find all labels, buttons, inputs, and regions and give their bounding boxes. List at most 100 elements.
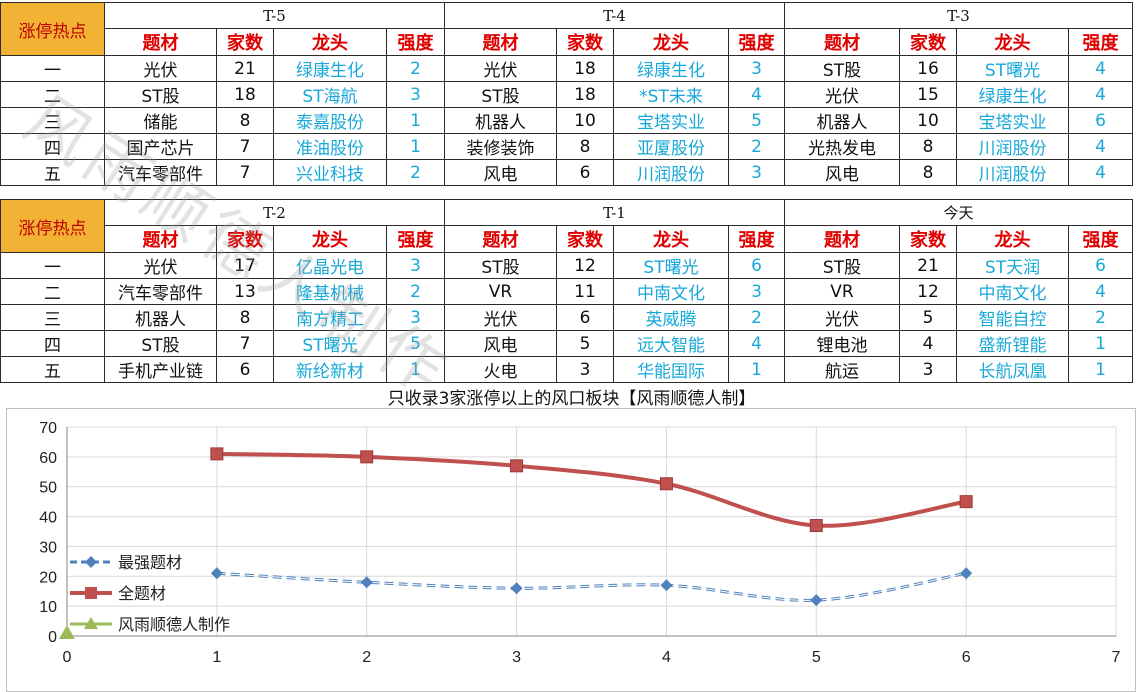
leader-cell[interactable]: 南方精工: [273, 304, 387, 331]
strength-cell[interactable]: 6: [1068, 107, 1133, 134]
strength-cell[interactable]: 1: [728, 356, 785, 383]
count-cell[interactable]: 11: [556, 278, 614, 305]
strength-cell[interactable]: 4: [1068, 55, 1133, 82]
topic-cell[interactable]: 光伏: [784, 81, 900, 108]
leader-cell[interactable]: 中南文化: [613, 278, 729, 305]
leader-cell[interactable]: 亚厦股份: [613, 133, 729, 160]
count-cell[interactable]: 18: [556, 55, 614, 82]
strength-cell[interactable]: 3: [386, 81, 445, 108]
leader-cell[interactable]: 川润股份: [956, 159, 1069, 186]
topic-cell[interactable]: 手机产业链: [104, 356, 217, 383]
topic-cell[interactable]: ST股: [104, 330, 217, 357]
leader-cell[interactable]: 隆基机械: [273, 278, 387, 305]
topic-cell[interactable]: 风电: [444, 159, 557, 186]
strength-cell[interactable]: 2: [728, 304, 785, 331]
strength-cell[interactable]: 4: [1068, 133, 1133, 160]
strength-cell[interactable]: 1: [386, 107, 445, 134]
topic-cell[interactable]: 国产芯片: [104, 133, 217, 160]
topic-cell[interactable]: 锂电池: [784, 330, 900, 357]
leader-cell[interactable]: 宝塔实业: [956, 107, 1069, 134]
count-cell[interactable]: 10: [556, 107, 614, 134]
leader-cell[interactable]: ST海航: [273, 81, 387, 108]
leader-cell[interactable]: 泰嘉股份: [273, 107, 387, 134]
leader-cell[interactable]: ST曙光: [273, 330, 387, 357]
leader-cell[interactable]: 远大智能: [613, 330, 729, 357]
strength-cell[interactable]: 2: [1067, 304, 1134, 331]
topic-cell[interactable]: 机器人: [784, 107, 900, 134]
strength-cell[interactable]: 4: [1067, 278, 1134, 305]
leader-cell[interactable]: ST天润: [956, 252, 1069, 279]
strength-cell[interactable]: 5: [386, 330, 445, 357]
strength-cell[interactable]: 4: [728, 81, 785, 108]
topic-cell[interactable]: ST股: [784, 252, 900, 279]
leader-cell[interactable]: 准油股份: [273, 133, 387, 160]
leader-cell[interactable]: 长航凤凰: [956, 356, 1069, 383]
leader-cell[interactable]: 英威腾: [613, 304, 729, 331]
leader-cell[interactable]: 兴业科技: [273, 159, 387, 186]
count-cell[interactable]: 21: [216, 55, 274, 82]
strength-cell[interactable]: 4: [728, 330, 785, 357]
topic-cell[interactable]: 光伏: [104, 252, 217, 279]
topic-cell[interactable]: ST股: [104, 81, 217, 108]
topic-cell[interactable]: 储能: [104, 107, 217, 134]
count-cell[interactable]: 6: [556, 159, 614, 186]
count-cell[interactable]: 16: [899, 55, 957, 82]
count-cell[interactable]: 5: [556, 330, 614, 357]
count-cell[interactable]: 8: [899, 159, 957, 186]
topic-cell[interactable]: ST股: [784, 55, 900, 82]
count-cell[interactable]: 5: [899, 304, 957, 331]
strength-cell[interactable]: 3: [386, 252, 445, 279]
strength-cell[interactable]: 2: [728, 133, 785, 160]
count-cell[interactable]: 7: [216, 330, 274, 357]
count-cell[interactable]: 10: [899, 107, 957, 134]
leader-cell[interactable]: ST曙光: [613, 252, 729, 279]
count-cell[interactable]: 3: [899, 356, 957, 383]
topic-cell[interactable]: 光伏: [784, 304, 900, 331]
topic-cell[interactable]: 机器人: [104, 304, 217, 331]
count-cell[interactable]: 7: [216, 159, 274, 186]
topic-cell[interactable]: 风电: [784, 159, 900, 186]
topic-cell[interactable]: ST股: [444, 81, 557, 108]
topic-cell[interactable]: 光热发电: [784, 133, 900, 160]
topic-cell[interactable]: 航运: [784, 356, 900, 383]
strength-cell[interactable]: 3: [728, 159, 785, 186]
leader-cell[interactable]: 绿康生化: [273, 55, 387, 82]
leader-cell[interactable]: 智能自控: [956, 304, 1069, 331]
topic-cell[interactable]: ST股: [444, 252, 557, 279]
count-cell[interactable]: 8: [216, 107, 274, 134]
leader-cell[interactable]: 中南文化: [956, 278, 1069, 305]
leader-cell[interactable]: 川润股份: [956, 133, 1069, 160]
count-cell[interactable]: 8: [899, 133, 957, 160]
strength-cell[interactable]: 3: [728, 278, 785, 305]
count-cell[interactable]: 12: [899, 278, 957, 305]
leader-cell[interactable]: 新纶新材: [273, 356, 387, 383]
topic-cell[interactable]: 汽车零部件: [104, 278, 217, 305]
topic-cell[interactable]: 风电: [444, 330, 557, 357]
topic-cell[interactable]: 光伏: [104, 55, 217, 82]
count-cell[interactable]: 4: [899, 330, 957, 357]
leader-cell[interactable]: 盛新锂能: [956, 330, 1069, 357]
strength-cell[interactable]: 1: [386, 356, 445, 383]
count-cell[interactable]: 17: [216, 252, 274, 279]
count-cell[interactable]: 15: [899, 81, 957, 108]
topic-cell[interactable]: 火电: [444, 356, 557, 383]
count-cell[interactable]: 6: [216, 356, 274, 383]
strength-cell[interactable]: 1: [386, 133, 445, 160]
strength-cell[interactable]: 5: [728, 107, 785, 134]
topic-cell[interactable]: 机器人: [444, 107, 557, 134]
leader-cell[interactable]: ST曙光: [956, 55, 1069, 82]
strength-cell[interactable]: 1: [1067, 356, 1134, 383]
strength-cell[interactable]: 6: [1067, 252, 1134, 279]
count-cell[interactable]: 12: [556, 252, 614, 279]
strength-cell[interactable]: 3: [728, 55, 785, 82]
leader-cell[interactable]: 绿康生化: [956, 81, 1069, 108]
count-cell[interactable]: 18: [556, 81, 614, 108]
strength-cell[interactable]: 4: [1068, 81, 1133, 108]
count-cell[interactable]: 8: [216, 304, 274, 331]
leader-cell[interactable]: 亿晶光电: [273, 252, 387, 279]
strength-cell[interactable]: 4: [1068, 159, 1133, 186]
topic-cell[interactable]: 汽车零部件: [104, 159, 217, 186]
strength-cell[interactable]: 1: [1067, 330, 1134, 357]
count-cell[interactable]: 7: [216, 133, 274, 160]
count-cell[interactable]: 8: [556, 133, 614, 160]
